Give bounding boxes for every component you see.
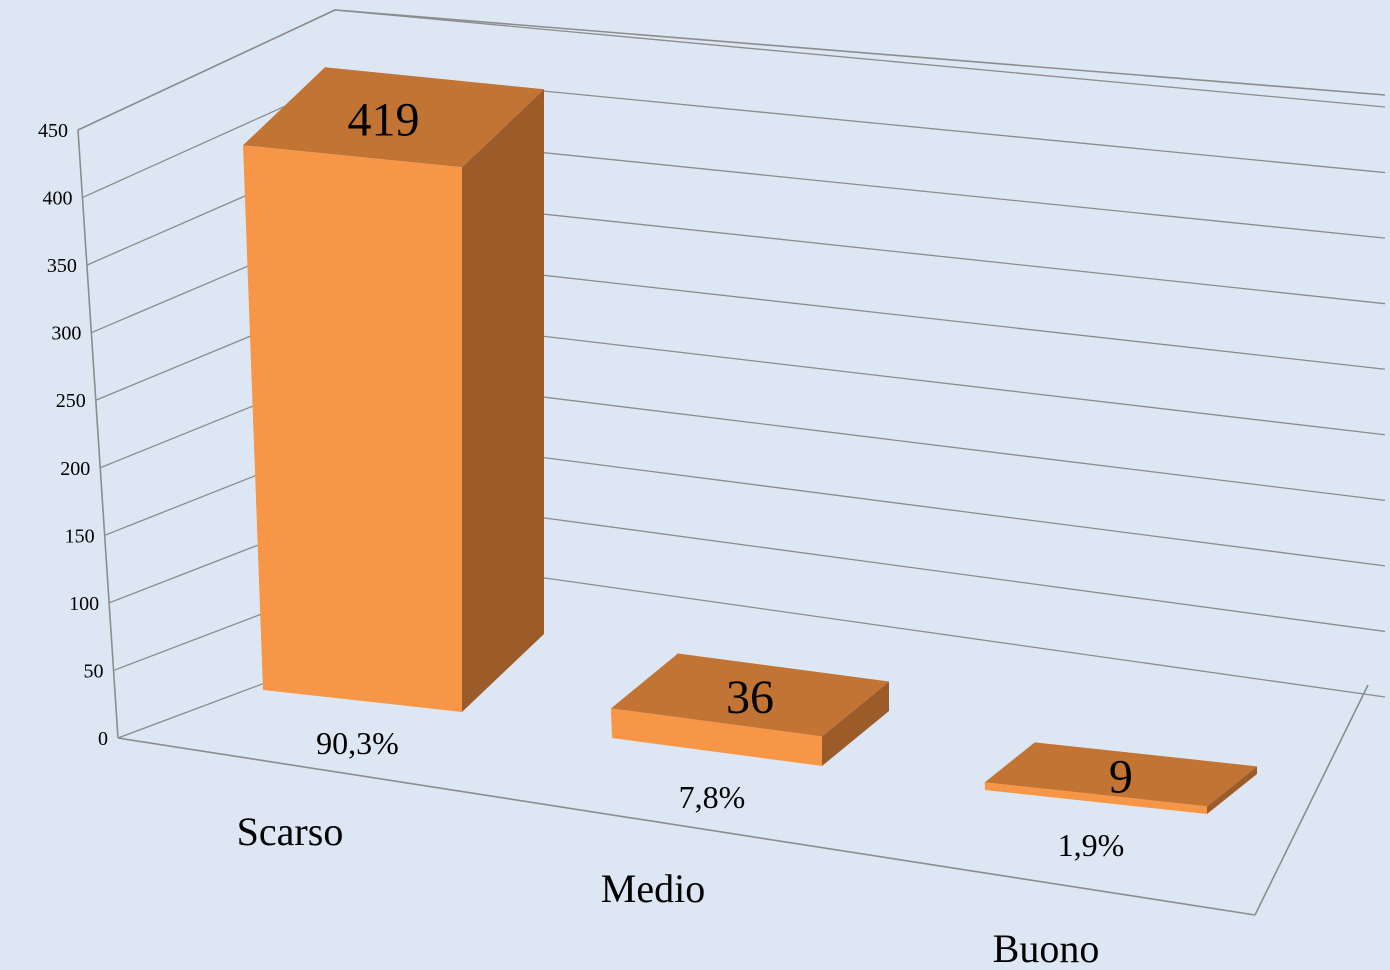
y-tick-label: 0: [98, 728, 108, 750]
bar-top: [610, 653, 889, 737]
bar-side: [462, 89, 544, 713]
bar-top: [243, 67, 545, 168]
bar-side: [1207, 766, 1257, 814]
bar-front: [984, 782, 1207, 814]
percent-label: 90,3%: [316, 725, 399, 761]
category-label: Buono: [993, 926, 1100, 970]
data-label: 9: [1109, 750, 1133, 803]
bar-top: [984, 742, 1257, 807]
data-label: 419: [348, 93, 420, 146]
left-wall-edge: [77, 129, 119, 739]
bar: [243, 67, 545, 713]
y-tick-label: 200: [60, 458, 90, 480]
gridline: [77, 9, 1386, 131]
category-label: Medio: [601, 866, 705, 911]
y-tick-label: 150: [65, 525, 95, 547]
floor-front-edge: [117, 737, 1256, 916]
bar-front: [610, 708, 822, 766]
bar: [984, 742, 1257, 814]
gridline: [117, 577, 1386, 739]
percent-label: 7,8%: [679, 779, 746, 815]
bar-side: [822, 681, 889, 766]
y-tick-label: 250: [56, 390, 86, 412]
bar: [610, 653, 889, 766]
bars: [243, 67, 1257, 814]
back-top-edge: [77, 9, 1386, 131]
floor-right-edge: [1254, 684, 1369, 916]
y-tick-label: 100: [69, 593, 99, 615]
data-label: 36: [726, 671, 774, 724]
chart-frame: [77, 9, 1386, 916]
y-tick-label: 350: [47, 255, 77, 277]
y-tick-label: 300: [51, 323, 81, 345]
y-tick-label: 50: [84, 660, 104, 682]
bar-front: [243, 145, 462, 713]
y-axis-ticks: 0 50 100 150 200 250 300 350 400 450: [38, 120, 108, 750]
percent-label: 1,9%: [1058, 827, 1125, 863]
y-tick-label: 400: [42, 188, 72, 210]
labels: 419 90,3% 36 7,8% 9 1,9% Scarso Medio Buono: [237, 93, 1133, 970]
category-label: Scarso: [237, 809, 344, 854]
y-tick-label: 450: [38, 120, 68, 142]
